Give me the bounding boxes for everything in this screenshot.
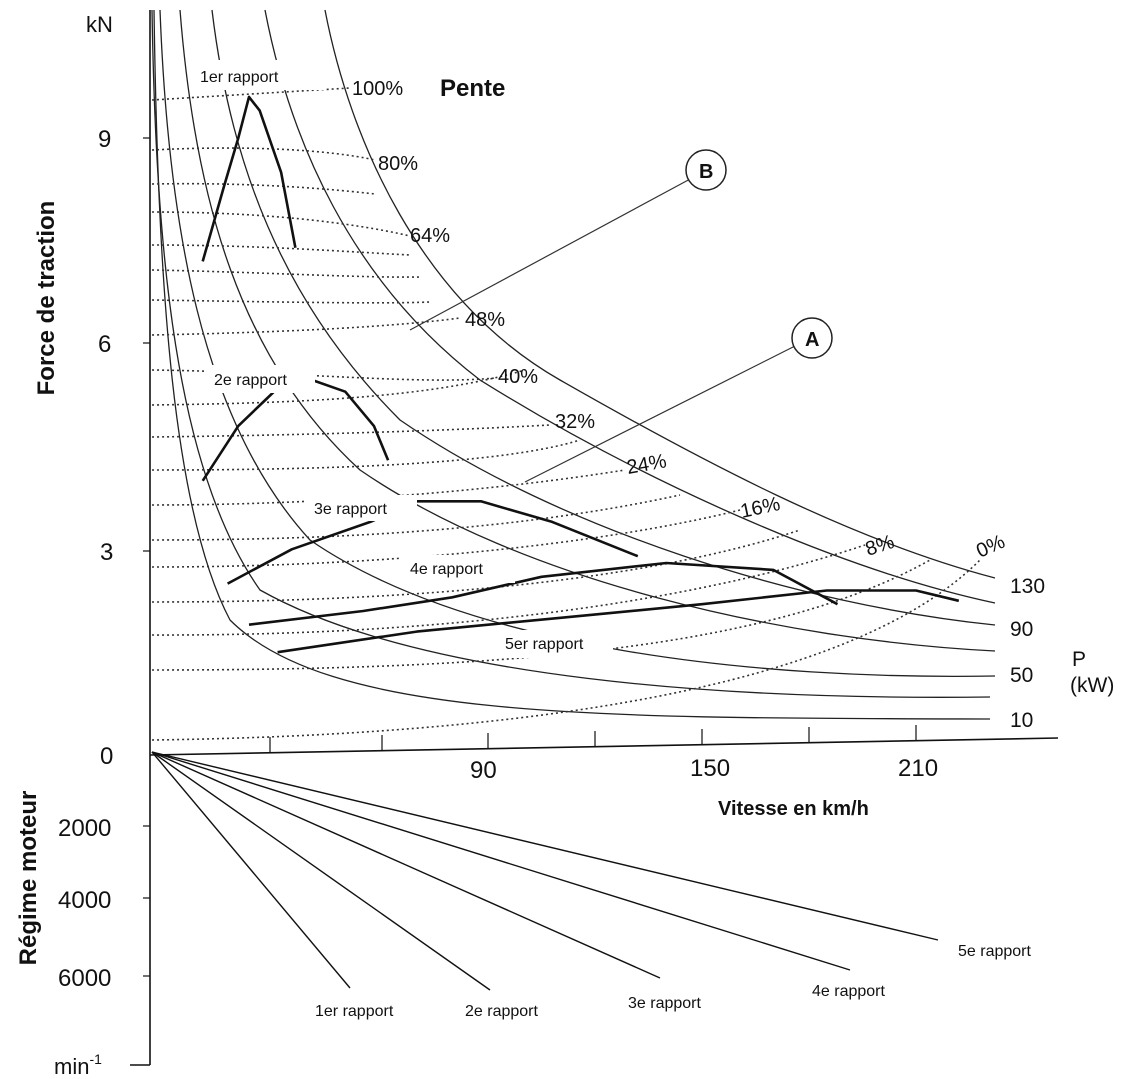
gear-label-bg-4 [400, 555, 515, 583]
marker-a-circle [791, 317, 833, 359]
gear-label-1: 1er rapport [200, 69, 279, 86]
rpm-label-1: 1er rapport [315, 1003, 394, 1020]
gear-label-4: 4e rapport [410, 561, 483, 578]
x-tick-marks [269, 725, 917, 753]
gear-label-3: 3e rapport [314, 501, 387, 518]
y-tick-marks [143, 137, 150, 977]
power-unit-p: P [1072, 648, 1086, 671]
grade-line-8 [151, 544, 866, 636]
grade-line-28 [151, 439, 581, 471]
traction-curve-gear-2 [201, 376, 390, 482]
rpm-label-2: 2e rapport [465, 1003, 538, 1020]
grade-line-56 [151, 211, 411, 237]
grade-line-20 [151, 494, 681, 541]
grade-line-80 [151, 147, 376, 161]
marker-b-leader [409, 177, 693, 331]
grade-label-80: 80% [378, 153, 418, 175]
grade-line-36 [151, 369, 526, 406]
marker-b-circle [685, 149, 727, 191]
traction-curves [201, 95, 960, 654]
marker-a: A [805, 329, 819, 351]
rpm-tick-6000: 6000 [58, 965, 111, 992]
grade-label-48: 48% [465, 309, 505, 331]
grade-label-16: 16% [738, 493, 782, 523]
marker-b: B [699, 161, 713, 183]
power-curve-110 [264, 9, 996, 604]
power-unit-kw: (kW) [1070, 674, 1114, 697]
power-label-10: 10 [1010, 709, 1033, 732]
x-tick-210: 210 [898, 755, 938, 782]
grade-label-64: 64% [410, 225, 450, 247]
power-label-90: 90 [1010, 618, 1033, 641]
grade-label-24: 24% [625, 450, 668, 479]
marker-a-leader [524, 344, 798, 483]
grade-line-16 [151, 509, 741, 568]
rpm-unit: min-1 [54, 1051, 102, 1079]
traction-curve-gear-5 [277, 589, 960, 654]
x-axis [149, 737, 1059, 756]
grade-label-0: 0% [973, 531, 1009, 563]
rpm-tick-4000: 4000 [58, 887, 111, 914]
x-tick-90: 90 [470, 757, 497, 784]
grade-line-40 [151, 369, 496, 381]
gear-label-bg-3 [305, 495, 417, 521]
power-curves [151, 9, 996, 720]
grade-label-40: 40% [498, 366, 538, 388]
power-curve-50 [159, 9, 996, 677]
y-tick-9: 9 [98, 126, 111, 153]
rpm-line-2 [151, 751, 491, 991]
rpm-tick-2000: 2000 [58, 815, 111, 842]
grade-line-32 [151, 424, 551, 438]
grade-line-0 [151, 559, 981, 741]
rpm-line-1 [151, 751, 351, 989]
grade-label-32: 32% [555, 411, 595, 433]
grade-line-12 [151, 529, 801, 603]
y-tick-6: 6 [98, 331, 111, 358]
gear-label-bg-1 [190, 60, 325, 90]
rpm-label-3: 3e rapport [628, 995, 701, 1012]
power-label-130: 130 [1010, 575, 1045, 598]
power-label-50: 50 [1010, 664, 1033, 687]
y-tick-3: 3 [100, 539, 113, 566]
power-curve-90 [211, 9, 996, 626]
gear-label-bg-2 [205, 365, 315, 393]
rpm-label-5: 5e rapport [958, 943, 1031, 960]
y-axis-title: Force de traction [33, 201, 60, 396]
grade-title: Pente [440, 75, 505, 102]
rpm-axis-title: Régime moteur [15, 791, 42, 966]
power-curve-30 [151, 9, 991, 698]
grade-line-44 [151, 317, 461, 336]
power-curve-10 [153, 9, 991, 720]
rpm-line-4 [151, 751, 851, 971]
grade-line-50 [151, 269, 421, 278]
rpm-lines [151, 751, 939, 991]
gear-label-2: 2e rapport [214, 372, 287, 389]
gear-label-bg-5 [495, 630, 613, 658]
grade-line-52 [151, 244, 411, 256]
power-curve-70 [179, 9, 996, 652]
grade-line-48 [151, 299, 431, 304]
rpm-line-3 [151, 751, 661, 979]
y-tick-0: 0 [100, 743, 113, 770]
rpm-label-4: 4e rapport [812, 983, 885, 1000]
x-tick-150: 150 [690, 755, 730, 782]
traction-curve-gear-4 [248, 561, 839, 626]
power-curve-130 [324, 9, 996, 579]
grade-label-100: 100% [352, 78, 403, 100]
grade-line-64 [151, 182, 376, 195]
gear-label-5: 5er rapport [505, 636, 584, 653]
y-unit-label: kN [86, 12, 113, 37]
rpm-line-5 [151, 751, 939, 941]
x-axis-title: Vitesse en km/h [718, 798, 869, 820]
traction-curve-gear-1 [201, 95, 297, 262]
